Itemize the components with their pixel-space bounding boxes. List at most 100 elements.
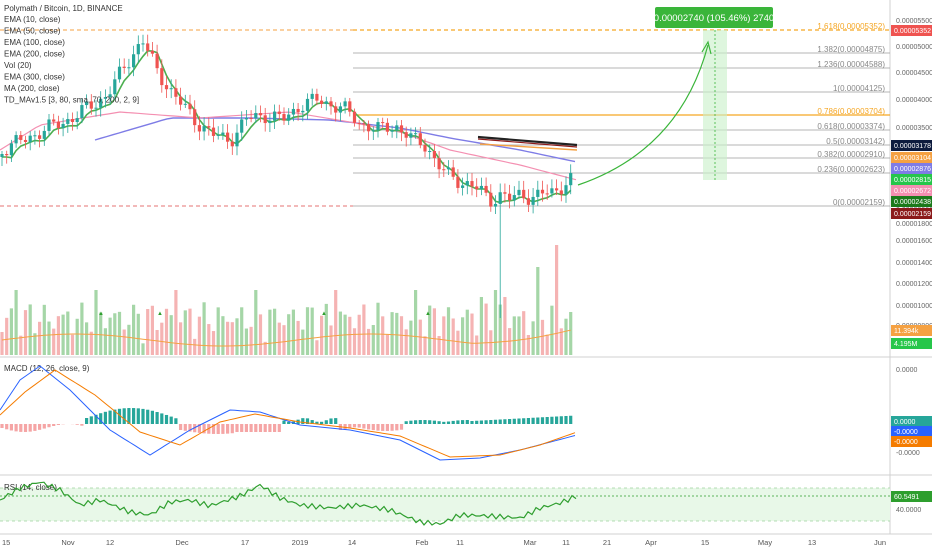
macd-histogram-bar [99,413,103,424]
volume-bar [23,310,28,355]
macd-histogram-bar [56,424,60,425]
candle-body [301,110,305,113]
macd-histogram-bar [282,420,286,424]
price-axis-label: 0.00002438 [894,199,931,206]
macd-histogram-bar [475,420,479,424]
volume-bar [146,309,150,355]
macd-histogram-bar [244,424,248,432]
macd-histogram-bar [324,420,328,424]
candle-body [216,134,220,136]
volume-bar [99,312,103,355]
candle-body [550,188,554,194]
macd-histogram-bar [531,417,535,424]
macd-histogram-bar [230,424,234,434]
price-axis-scale[interactable] [890,0,932,536]
price-axis-tick: 0.00005000 [896,44,932,51]
macd-histogram-bar [146,409,150,424]
volume-bar [33,333,37,355]
macd-histogram-bar [117,408,122,424]
price-axis-tick: 0.00001200 [896,281,932,288]
macd-histogram-bar [310,420,314,424]
candle-body [99,98,103,108]
volume-bar [475,335,479,355]
price-axis-tick: 0.00004000 [896,97,932,104]
candle-body [418,133,422,146]
indicator-legend-item: Vol (20) [4,61,32,70]
macd-histogram-bar [240,424,244,432]
fib-level-label: 0.236(0.00002623) [817,165,885,174]
volume-bar [108,317,112,355]
price-axis-label-box [891,196,932,207]
volume-bar [432,308,436,355]
macd-histogram-bar [249,424,253,432]
candle-body [329,101,333,107]
macd-histogram-bar [404,421,408,424]
volume-bar [381,316,385,355]
volume-bar [207,324,211,355]
volume-bar [52,328,56,355]
macd-histogram-bar [164,414,169,424]
time-axis-tick: 21 [603,538,611,547]
macd-histogram-bar [423,420,427,424]
volume-bar [456,330,460,355]
candle-body [305,98,310,111]
volume-axis-label-box [891,325,932,336]
volume-bar [484,303,488,355]
volume-bar [85,322,89,355]
price-axis-label-box [891,163,932,174]
candle-body [202,126,206,132]
macd-histogram-bar [334,418,338,424]
volume-bar [446,307,451,355]
candle-body [357,122,361,124]
macd-histogram-bar [461,420,465,424]
macd-histogram-bar [437,421,441,424]
volume-bar [550,305,554,355]
volume-bar [423,336,427,355]
volume-bar [70,334,75,355]
macd-histogram-bar [108,410,112,424]
macd-histogram-bar [371,424,375,431]
candle-body [113,79,117,95]
candle-body [465,181,469,186]
volume-bar [569,311,573,355]
volume-bar [80,302,84,355]
candle-body [432,151,436,159]
macd-histogram-bar [522,418,526,424]
candle-body [555,188,559,191]
candle-body [117,66,122,80]
candle-body [103,97,107,99]
volume-bar [141,343,145,355]
candle-body [70,119,75,122]
price-axis-label: 0.00002159 [894,211,931,218]
macd-histogram-bar [484,420,488,424]
volume-bar [522,311,526,355]
macd-histogram-bar [19,424,23,432]
candle-body [136,44,140,55]
macd-histogram-bar [136,408,140,424]
volume-bar [160,322,164,355]
macd-histogram-bar [343,424,347,430]
price-axis-label-box [891,174,932,185]
price-axis-label: 0.00002815 [894,177,931,184]
volume-bar [127,324,131,355]
volume-bar [371,325,375,355]
candle-body [461,185,465,188]
macd-histogram-bar [540,417,545,424]
macd-histogram-bar [47,424,51,428]
volume-bar [136,313,140,355]
macd-histogram-bar [202,424,206,434]
volume-bar [14,290,18,355]
volume-bar [42,304,46,355]
macd-histogram-bar [526,418,530,424]
price-axis-tick: 0.00001400 [896,260,932,267]
volume-bar [545,334,549,355]
macd-histogram-bar [132,408,136,424]
ema100-line [94,117,576,163]
macd-histogram-bar [197,424,201,433]
macd-histogram-bar [555,416,559,424]
time-axis-tick: Mar [524,538,537,547]
price-axis-label: 0.00003178 [894,143,931,150]
volume-bar [512,316,516,355]
